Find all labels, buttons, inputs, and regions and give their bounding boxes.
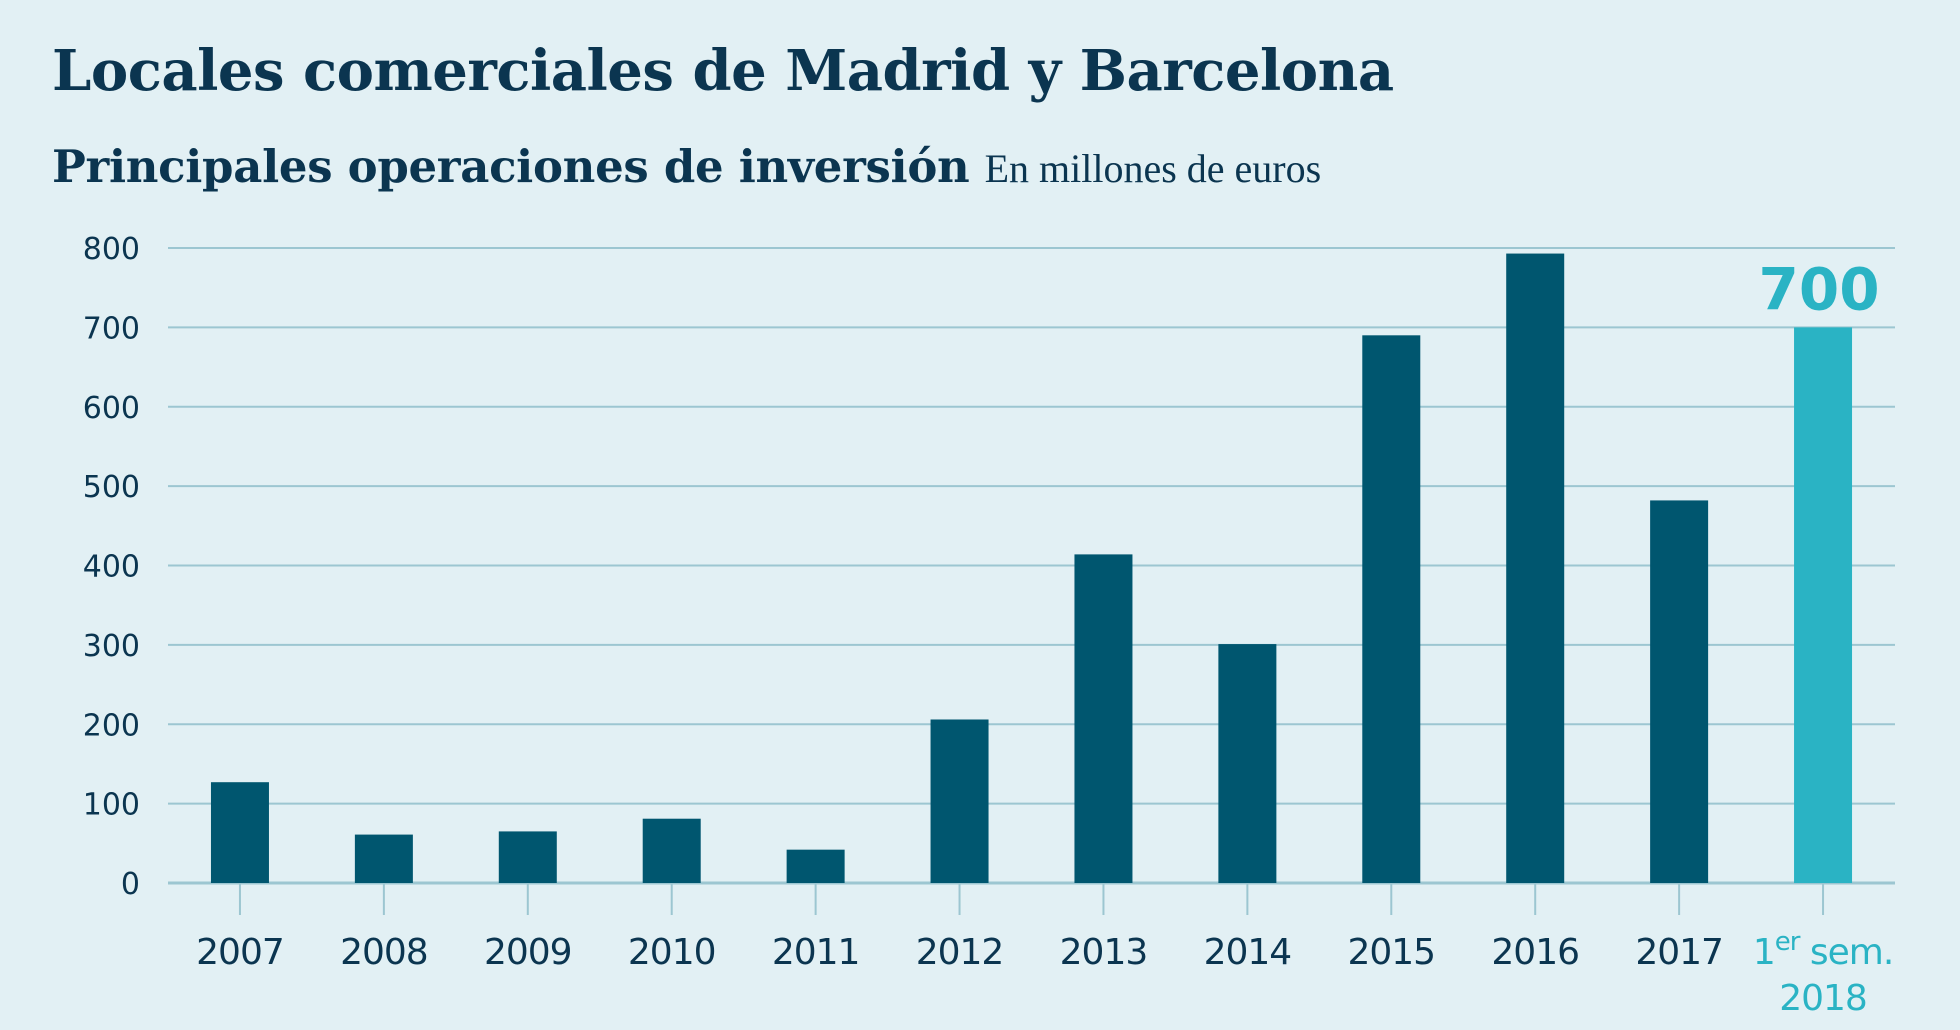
bar-1er-sem-2018 xyxy=(1794,327,1853,883)
x-tick-label: 2011 xyxy=(772,932,860,973)
bar-2008 xyxy=(354,834,413,883)
y-tick-label: 500 xyxy=(83,470,140,505)
y-axis-ticks: 0 100 200 300 400 500 600 700 800 xyxy=(83,232,140,902)
x-tick-label: 2017 xyxy=(1635,932,1723,973)
x-tick-label: 2007 xyxy=(196,932,284,973)
x-tick-label: 2008 xyxy=(340,932,428,973)
x-tick-label: 2009 xyxy=(484,932,572,973)
bar-2012 xyxy=(930,719,989,883)
bars xyxy=(210,253,1853,883)
x-tick-label: 2012 xyxy=(916,932,1004,973)
y-tick-label: 400 xyxy=(83,550,140,585)
y-tick-label: 100 xyxy=(83,788,140,823)
x-tick-label: 2015 xyxy=(1347,932,1435,973)
y-tick-label: 300 xyxy=(83,629,140,664)
bar-2011 xyxy=(786,849,845,883)
x-tick-label: 1er sem. xyxy=(1753,927,1893,973)
bar-2017 xyxy=(1650,500,1709,883)
bar-2007 xyxy=(210,782,269,883)
x-tick-label: 2010 xyxy=(628,932,716,973)
x-axis-ticks: 2007 2008 2009 2010 2011 2012 2013 2014 2015 2016… xyxy=(196,883,1894,1019)
bar-2013 xyxy=(1074,554,1133,883)
bar-2014 xyxy=(1218,644,1277,883)
data-labels: 700 xyxy=(1759,255,1880,323)
y-tick-label: 0 xyxy=(121,867,140,902)
x-tick-label: 2018 xyxy=(1779,978,1867,1019)
chart-subtitle: Principales operaciones de inversión xyxy=(52,140,970,193)
data-label: 700 xyxy=(1759,255,1880,323)
y-tick-label: 700 xyxy=(83,311,140,346)
units-label: En millones de euros xyxy=(984,146,1322,191)
bar-2015 xyxy=(1362,335,1421,883)
gridlines xyxy=(168,247,1895,885)
x-tick-label: 2016 xyxy=(1491,932,1579,973)
bar-2016 xyxy=(1506,253,1565,883)
x-tick-label: 2013 xyxy=(1060,932,1148,973)
y-tick-label: 600 xyxy=(83,391,140,426)
chart-title: Locales comerciales de Madrid y Barcelon… xyxy=(52,38,1394,104)
y-tick-label: 800 xyxy=(83,232,140,267)
bar-2009 xyxy=(498,831,557,883)
bar-2010 xyxy=(642,818,701,883)
y-tick-label: 200 xyxy=(83,708,140,743)
subtitle-row: Principales operaciones de inversión En … xyxy=(52,140,1321,193)
x-tick-label: 2014 xyxy=(1204,932,1292,973)
